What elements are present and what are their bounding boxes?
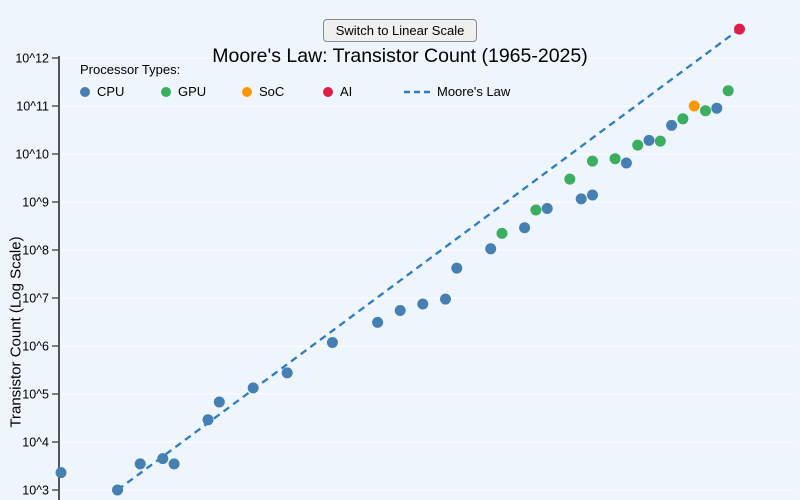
y-tick-label: 10^8 — [22, 244, 49, 258]
dashed-line-marker — [404, 90, 430, 93]
point-cpu[interactable] — [620, 157, 632, 169]
point-gpu[interactable] — [677, 113, 689, 125]
point-cpu[interactable] — [202, 414, 214, 426]
point-cpu[interactable] — [134, 458, 146, 470]
point-cpu[interactable] — [643, 134, 655, 146]
legend-label: Moore's Law — [437, 84, 511, 99]
y-tick-label: 10^3 — [22, 484, 49, 498]
y-tick-label: 10^10 — [15, 148, 49, 162]
scale-toggle-button[interactable]: Switch to Linear Scale — [322, 19, 478, 42]
point-cpu[interactable] — [666, 119, 678, 131]
point-gpu[interactable] — [587, 155, 598, 167]
point-cpu[interactable] — [394, 305, 406, 316]
point-cpu[interactable] — [440, 293, 451, 305]
y-tick-label: 10^7 — [22, 292, 49, 306]
y-tick-label: 10^9 — [22, 196, 49, 210]
point-cpu[interactable] — [711, 102, 723, 114]
y-tick-label: 10^4 — [22, 436, 49, 450]
legend-label: SoC — [259, 84, 285, 99]
point-cpu[interactable] — [587, 189, 598, 201]
soc-marker-dot — [242, 86, 252, 97]
point-cpu[interactable] — [326, 337, 338, 348]
legend-label: GPU — [178, 84, 207, 99]
y-tick-label: 10^11 — [16, 100, 49, 114]
point-cpu[interactable] — [247, 382, 259, 394]
point-gpu[interactable] — [530, 204, 542, 216]
moore-law-line — [116, 28, 741, 491]
chart-title: Moore's Law: Transistor Count (1965-2025… — [212, 45, 588, 67]
toolbar: Switch to Linear Scale — [0, 19, 800, 42]
point-cpu[interactable] — [519, 222, 531, 234]
legend-item-soc[interactable]: SoC — [242, 84, 323, 99]
legend-item-gpu[interactable]: GPU — [161, 84, 242, 99]
legend-item-cpu[interactable]: CPU — [80, 84, 161, 99]
point-gpu[interactable] — [609, 153, 621, 165]
legend: Processor Types: CPU GPU SoC AI Moore's Law — [80, 62, 510, 99]
point-ai[interactable] — [734, 23, 745, 35]
legend-heading: Processor Types: — [80, 62, 181, 77]
cpu-marker-dot — [80, 86, 90, 97]
point-cpu[interactable] — [417, 298, 429, 310]
y-tick-label: 10^5 — [22, 388, 49, 402]
legend-label: CPU — [97, 84, 125, 99]
point-cpu[interactable] — [157, 453, 169, 465]
legend-label: AI — [340, 84, 353, 99]
y-tick-label: 10^6 — [22, 340, 49, 354]
point-soc[interactable] — [688, 100, 700, 112]
point-gpu[interactable] — [700, 105, 711, 117]
point-cpu[interactable] — [451, 262, 463, 274]
point-gpu[interactable] — [654, 135, 666, 147]
y-axis-title: Transistor Count (Log Scale) — [7, 236, 25, 428]
point-cpu[interactable] — [575, 193, 587, 205]
point-cpu[interactable] — [281, 367, 293, 379]
legend-items: CPU GPU SoC AI Moore's Law — [80, 84, 510, 99]
point-gpu[interactable] — [632, 139, 644, 151]
legend-item-moore-s-law[interactable]: Moore's Law — [404, 84, 510, 99]
point-cpu[interactable] — [485, 243, 497, 255]
point-cpu[interactable] — [55, 467, 67, 479]
point-gpu[interactable] — [722, 85, 734, 97]
point-cpu[interactable] — [541, 203, 553, 214]
point-cpu[interactable] — [112, 484, 123, 496]
gpu-marker-dot — [161, 86, 171, 97]
legend-item-ai[interactable]: AI — [323, 84, 404, 99]
point-cpu[interactable] — [168, 458, 180, 470]
y-tick-label: 10^12 — [15, 52, 49, 66]
point-gpu[interactable] — [496, 227, 508, 239]
point-gpu[interactable] — [564, 173, 576, 185]
point-cpu[interactable] — [372, 316, 384, 328]
point-cpu[interactable] — [213, 396, 225, 408]
ai-marker-dot — [323, 86, 333, 97]
